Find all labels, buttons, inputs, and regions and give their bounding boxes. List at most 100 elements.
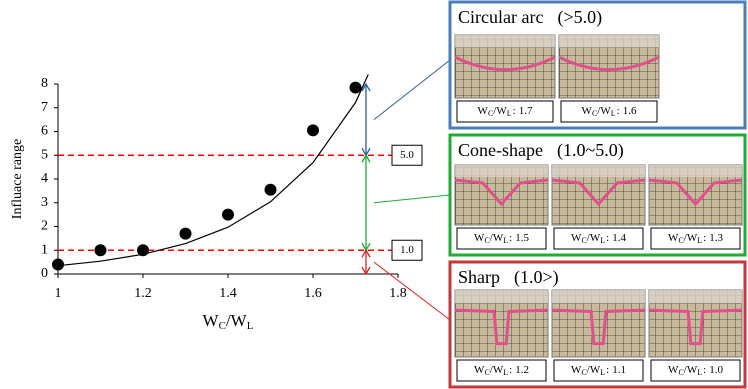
sep: :	[617, 105, 620, 117]
photo-top	[552, 290, 645, 304]
sep: :	[509, 232, 512, 244]
sub: C	[488, 109, 493, 118]
panel-range: (1.0~5.0)	[557, 140, 624, 161]
sub: C	[678, 368, 683, 377]
sub: L	[503, 368, 508, 377]
w: W	[474, 364, 485, 376]
sub: L	[600, 236, 605, 245]
photo-trace	[558, 55, 660, 72]
x-tick-label: 1.2	[134, 286, 152, 301]
threshold-box	[391, 144, 423, 166]
threshold-label: 1.0	[400, 244, 414, 256]
panel-title: Circular arc (>5.0)	[458, 7, 602, 28]
photo-label-box	[553, 359, 644, 382]
photo-label-box	[560, 100, 658, 123]
sub: C	[592, 109, 597, 118]
y-tick-label: 2	[41, 219, 48, 234]
w: /W	[587, 232, 601, 244]
sep: :	[703, 364, 706, 376]
data-point	[137, 244, 149, 257]
ratio: 1.1	[612, 364, 626, 376]
data-point	[179, 227, 192, 240]
arrow-head	[361, 248, 371, 258]
y-axis-label: Influace range	[10, 139, 25, 219]
sub: C	[581, 236, 586, 245]
sub: L	[503, 236, 508, 245]
sub: C	[678, 236, 683, 245]
photo-trace	[454, 55, 556, 72]
arrow-head	[361, 266, 371, 276]
photo-trace	[648, 178, 743, 207]
sub: C	[581, 368, 586, 377]
w: W	[571, 232, 582, 244]
threshold-box	[391, 239, 423, 261]
y-tick-label: 3	[41, 195, 48, 210]
w: W	[668, 364, 679, 376]
photo-label: WC/WL: 1.2	[474, 364, 529, 377]
data-point	[222, 208, 234, 221]
photo-trace	[454, 178, 549, 207]
photo-top	[455, 290, 548, 304]
w: /W	[597, 105, 611, 117]
photo-top	[649, 290, 742, 304]
panel-name: Circular arc	[458, 7, 543, 27]
arrow-head	[361, 153, 371, 163]
w: W	[478, 105, 489, 117]
x-axis-label: WC/WL	[203, 311, 254, 332]
photo-label: WC/WL: 1.7	[478, 105, 533, 118]
x-tick-label: 1.6	[304, 286, 322, 301]
w: W	[668, 232, 679, 244]
y-tick-label: 5	[41, 147, 48, 162]
panel-range: (>5.0)	[557, 7, 602, 28]
sep: :	[509, 364, 512, 376]
x-tick-label: 1.8	[389, 286, 407, 301]
photo-label: WC/WL: 1.4	[571, 232, 626, 245]
photo-label-box	[456, 227, 547, 250]
panel-name: Sharp	[458, 267, 500, 287]
sub: L	[600, 368, 605, 377]
photo-label-box	[650, 359, 741, 382]
photo-top	[552, 165, 645, 177]
sub: C	[484, 236, 489, 245]
photo-top	[649, 165, 742, 177]
w: W	[474, 232, 485, 244]
sub: L	[507, 109, 512, 118]
y-tick-label: 4	[41, 171, 48, 186]
y-tick-label: 1	[41, 242, 48, 257]
w: /W	[587, 364, 601, 376]
photo-top	[559, 35, 659, 48]
panel-title: Sharp (1.0>)	[458, 267, 559, 288]
photo-label-box	[456, 100, 554, 123]
connector	[373, 261, 451, 321]
w: /W	[684, 232, 698, 244]
w: /W	[493, 105, 507, 117]
sub: L	[611, 109, 616, 118]
data-point	[307, 124, 319, 137]
ratio: 1.2	[515, 364, 529, 376]
photo-trace	[551, 178, 646, 207]
w: /W	[490, 232, 504, 244]
connector	[373, 194, 451, 204]
photo-label-box	[650, 227, 741, 250]
threshold-label: 5.0	[400, 149, 414, 161]
x-tick-label: 1	[55, 286, 62, 301]
y-tick-label: 8	[41, 76, 48, 91]
w: /W	[490, 364, 504, 376]
photo-trace	[648, 308, 743, 346]
photo-label: WC/WL: 1.5	[474, 232, 529, 245]
data-point	[264, 183, 277, 196]
photo-label: WC/WL: 1.1	[571, 364, 626, 377]
x-tick-label: 1.4	[219, 286, 237, 301]
y-tick-label: 7	[41, 100, 48, 115]
data-point	[52, 258, 64, 271]
sub: C	[484, 368, 489, 377]
sep: :	[703, 232, 706, 244]
photo-label-box	[456, 359, 547, 382]
y-tick-label: 0	[41, 266, 48, 281]
w: /W	[684, 364, 698, 376]
w: W	[571, 364, 582, 376]
photo-trace	[551, 308, 646, 346]
ratio: 1.0	[709, 364, 723, 376]
w: W	[582, 105, 593, 117]
